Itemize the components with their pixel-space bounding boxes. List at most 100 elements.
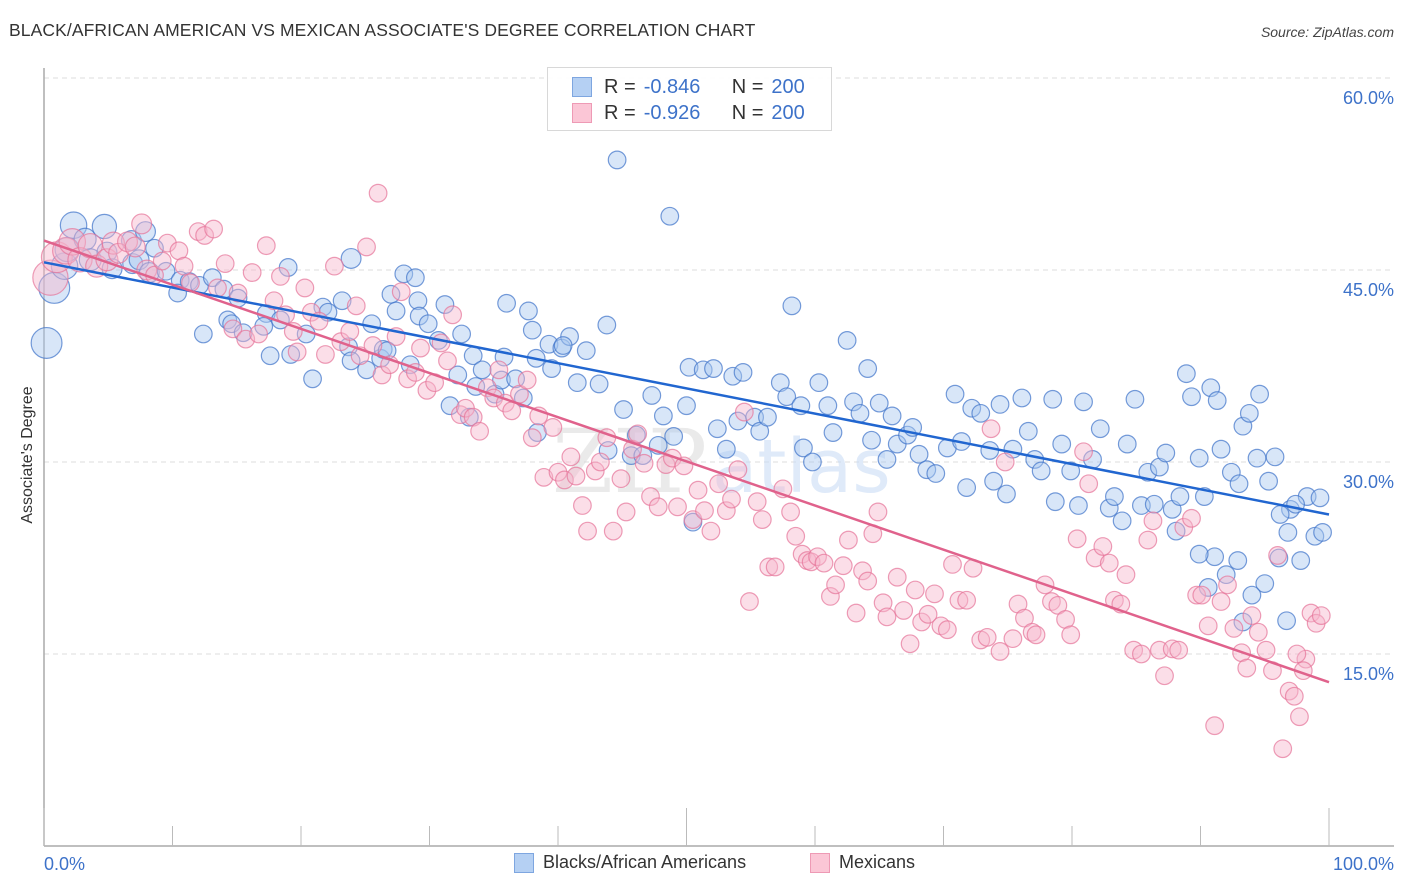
legend-row-blacks: R = -0.846 N = 200 (572, 75, 805, 99)
data-point (1131, 644, 1151, 664)
data-point (821, 587, 840, 606)
data-point (984, 471, 1004, 491)
data-point (1265, 447, 1285, 467)
data-point (1031, 461, 1051, 481)
legend-label-mexicans: Mexicans (839, 852, 916, 872)
data-point (918, 604, 938, 624)
data-point (522, 428, 542, 448)
data-point (260, 346, 280, 366)
data-point (542, 359, 561, 378)
data-point (925, 584, 944, 604)
data-point (1250, 384, 1270, 404)
watermark-atlas: atlas (712, 424, 891, 510)
data-point (30, 326, 63, 359)
legend-item-mexicans[interactable]: Mexicans (810, 852, 915, 873)
data-point (1255, 574, 1275, 593)
data-point (803, 452, 822, 472)
source-label: Source: ZipAtlas.com (1260, 24, 1394, 40)
data-point (723, 366, 743, 386)
data-point (372, 365, 392, 385)
data-point (1099, 553, 1119, 573)
data-point (826, 575, 845, 595)
data-point (497, 293, 517, 313)
data-point (1169, 640, 1189, 660)
data-point (1182, 387, 1201, 407)
data-point (1116, 565, 1136, 585)
legend-n-value: 200 (771, 101, 805, 124)
data-point (522, 320, 542, 340)
trend-line-blacks (43, 261, 1330, 516)
x-tick-label-min: 0.0% (44, 854, 85, 874)
data-point (1279, 681, 1299, 701)
data-point (980, 441, 1000, 460)
data-point (1061, 461, 1081, 481)
data-point (566, 466, 586, 486)
data-point (1248, 622, 1268, 642)
data-point (759, 557, 779, 577)
data-point (818, 396, 838, 416)
legend-r-label: R = (604, 75, 636, 98)
data-point (937, 620, 957, 640)
data-point (1079, 474, 1099, 494)
y-tick-label: 30.0% (1343, 472, 1394, 492)
data-point (882, 406, 902, 426)
data-point (1237, 658, 1257, 678)
data-point (945, 384, 965, 404)
y-tick-labels: 15.0% 30.0% 45.0% 60.0% (1343, 88, 1394, 684)
data-point (418, 314, 438, 334)
data-point (603, 521, 623, 541)
data-point (452, 324, 472, 344)
data-point (716, 501, 736, 521)
data-point (472, 360, 492, 380)
data-point (1216, 565, 1236, 585)
data-point (1074, 442, 1093, 462)
data-point (435, 295, 455, 314)
data-point (997, 484, 1016, 504)
data-point (202, 268, 222, 288)
legend-r-value: -0.846 (643, 75, 701, 98)
legend-n-label: N = (731, 101, 764, 124)
data-point (553, 336, 573, 355)
data-point (1194, 487, 1214, 506)
data-point (877, 450, 897, 469)
trend-line-mexicans (43, 239, 1330, 684)
data-point (909, 444, 929, 464)
data-point (489, 360, 509, 380)
data-point (957, 478, 977, 498)
data-point (534, 467, 554, 487)
data-point (362, 314, 382, 334)
data-point (962, 398, 982, 418)
data-point (1290, 707, 1309, 727)
data-point (303, 369, 322, 389)
data-point (905, 580, 925, 600)
data-point (1228, 551, 1248, 570)
data-point (688, 480, 708, 500)
data-point (912, 612, 932, 632)
legend-swatch-mexicans (572, 103, 592, 123)
data-point (1278, 523, 1298, 542)
data-point (628, 424, 648, 444)
data-point (677, 396, 696, 416)
trend-lines (43, 239, 1330, 684)
data-point (1099, 498, 1119, 518)
data-point (745, 407, 765, 427)
legend-item-blacks[interactable]: Blacks/African Americans (514, 852, 746, 873)
data-point (917, 460, 937, 480)
legend-row-mexicans: R = -0.926 N = 200 (572, 101, 805, 125)
legend-label-blacks: Blacks/African Americans (543, 852, 747, 872)
data-point (585, 461, 605, 481)
data-point (868, 502, 888, 522)
data-point (846, 603, 866, 623)
data-point (204, 219, 224, 239)
data-point (990, 642, 1010, 661)
data-point (1277, 611, 1296, 631)
data-point (357, 237, 376, 257)
data-point (971, 403, 991, 423)
data-point (1268, 546, 1287, 565)
data-point (368, 183, 388, 203)
data-point (887, 567, 907, 587)
data-point (653, 406, 673, 426)
data-point (597, 315, 617, 335)
legend-n-value: 200 (771, 75, 805, 98)
